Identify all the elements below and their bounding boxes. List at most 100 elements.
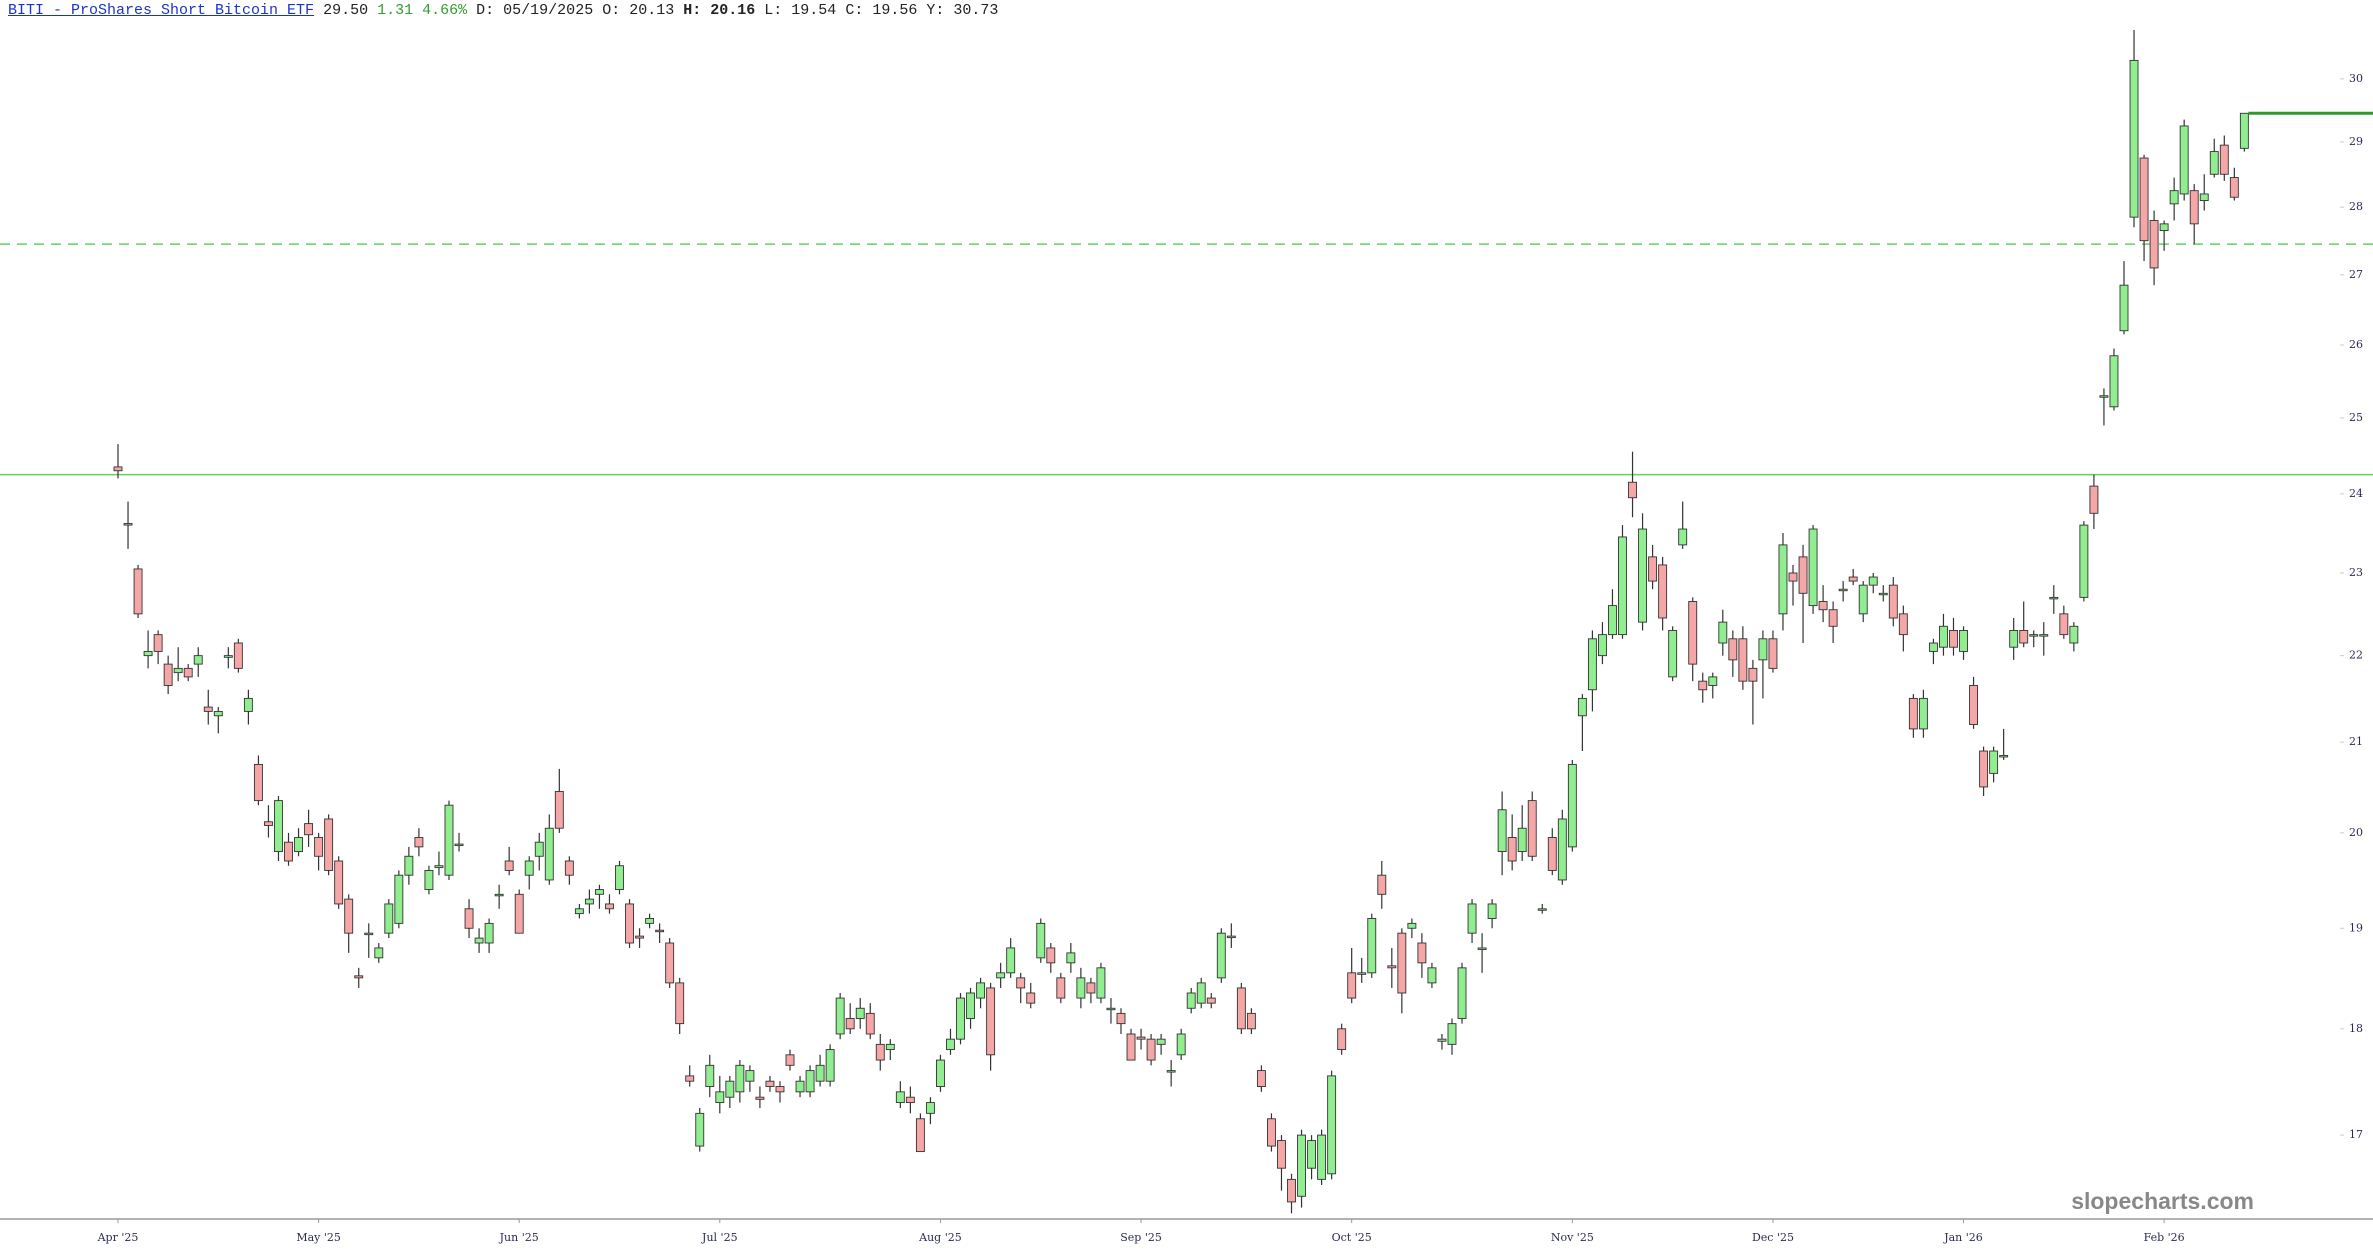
y-tick-label: 20 (2349, 826, 2363, 839)
candle-body (1427, 967, 1437, 984)
candle-body (805, 1070, 815, 1093)
candle-body (2059, 613, 2069, 636)
candle-body (534, 841, 544, 857)
candle-body (314, 837, 324, 857)
candle-body (665, 942, 675, 984)
candle-body (1748, 667, 1758, 682)
candle-body (1868, 576, 1878, 586)
candle-body (1437, 1038, 1447, 1042)
candle-body (233, 642, 243, 669)
candle-body (936, 1059, 945, 1087)
candle-body (695, 1112, 705, 1147)
candle-body (1196, 982, 1206, 1004)
candle-body (384, 903, 394, 934)
x-tick-label: Jul '25 (701, 1231, 738, 1244)
candle-body (815, 1064, 825, 1082)
candle-body (1056, 977, 1066, 999)
candle-body (1969, 685, 1979, 725)
candle-body (1668, 630, 1678, 678)
candle-body (213, 710, 223, 717)
candle-body (2089, 485, 2099, 514)
candle-body (1337, 1028, 1347, 1051)
symbol-link[interactable]: BITI - ProShares Short Bitcoin ETF (8, 2, 315, 19)
candle-body (2199, 193, 2209, 202)
candle-body (284, 841, 293, 862)
candle-body (996, 972, 1006, 979)
candle-body (1377, 874, 1387, 895)
candle-body (2079, 524, 2089, 598)
x-tick-label: Oct '25 (1332, 1231, 1372, 1244)
candle-body (464, 908, 474, 929)
candle-body (1467, 903, 1477, 934)
candle-body (625, 903, 634, 944)
candle-body (1517, 827, 1527, 853)
candle-body (795, 1080, 805, 1093)
candle-body (946, 1038, 955, 1051)
candle-body (775, 1086, 785, 1093)
x-tick-label: Jan '26 (1943, 1231, 1983, 1244)
candle-body (1206, 997, 1216, 1004)
candle-body (424, 869, 434, 890)
candle-body (1608, 605, 1617, 636)
candle-body (564, 860, 574, 876)
x-tick-label: May '25 (296, 1231, 341, 1244)
candle-body (1798, 556, 1808, 594)
candle-body (1327, 1075, 1337, 1175)
y-tick-label: 21 (2349, 735, 2363, 748)
candle-body (1246, 1012, 1256, 1030)
candle-body (1317, 1134, 1327, 1180)
candle-body (2169, 190, 2179, 205)
candle-body (1116, 1012, 1126, 1025)
candle-body (474, 937, 484, 944)
candle-body (1507, 837, 1517, 862)
candle-body (1618, 536, 1627, 636)
candle-body (434, 865, 444, 869)
candle-body (113, 466, 123, 472)
low: L: 19.54 (764, 2, 837, 19)
candle-body (825, 1049, 835, 1082)
candle-body (1106, 1007, 1116, 1011)
candle-body (1999, 755, 2009, 758)
candle-body (2119, 284, 2129, 332)
y-tick-label: 24 (2349, 487, 2363, 500)
candle-body (2129, 59, 2139, 218)
candle-body (1477, 947, 1487, 950)
candle-body (1397, 932, 1407, 994)
candle-body (2149, 220, 2159, 269)
candle-body (1156, 1038, 1166, 1045)
candle-body (334, 860, 344, 905)
candle-body (2069, 625, 2079, 644)
candle-body (173, 667, 183, 674)
candle-body (1628, 481, 1637, 499)
candle-body (1457, 967, 1467, 1019)
candle-body (1307, 1140, 1317, 1169)
candle-body (1367, 918, 1377, 974)
quote-header: BITI - ProShares Short Bitcoin ETF 29.50… (8, 2, 998, 19)
candle-body (675, 982, 685, 1025)
candle-body (755, 1096, 765, 1100)
candle-body (1277, 1140, 1286, 1169)
candle-body (304, 823, 314, 836)
candle-body (264, 821, 273, 826)
candle-body (1888, 584, 1898, 619)
candle-body (1928, 642, 1938, 652)
candle-body (1297, 1134, 1306, 1197)
candle-body (2029, 634, 2039, 637)
candle-body (524, 860, 534, 876)
candle-body (163, 663, 173, 686)
close: C: 19.56 (845, 2, 918, 19)
candle-body (1688, 601, 1698, 665)
candle-body (1487, 903, 1497, 919)
candle-body (1347, 972, 1357, 999)
candle-body (875, 1043, 885, 1061)
candle-body (223, 655, 233, 658)
candle-body (1287, 1178, 1296, 1203)
candle-body (905, 1096, 915, 1104)
candle-body (404, 855, 414, 876)
candle-body (1648, 556, 1658, 582)
candle-body (885, 1043, 895, 1051)
candle-body (705, 1064, 715, 1087)
candle-body (2139, 157, 2149, 242)
